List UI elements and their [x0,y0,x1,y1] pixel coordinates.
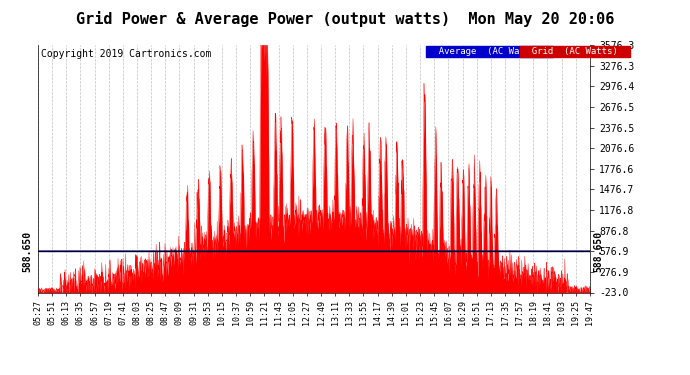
Text: 588.650: 588.650 [593,231,603,272]
Text: Copyright 2019 Cartronics.com: Copyright 2019 Cartronics.com [41,49,212,59]
Text: 588.650: 588.650 [23,231,32,272]
Text: Grid Power & Average Power (output watts)  Mon May 20 20:06: Grid Power & Average Power (output watts… [76,11,614,27]
Text: Average  (AC Watts): Average (AC Watts) [428,47,551,56]
Text: Grid  (AC Watts): Grid (AC Watts) [521,47,629,56]
